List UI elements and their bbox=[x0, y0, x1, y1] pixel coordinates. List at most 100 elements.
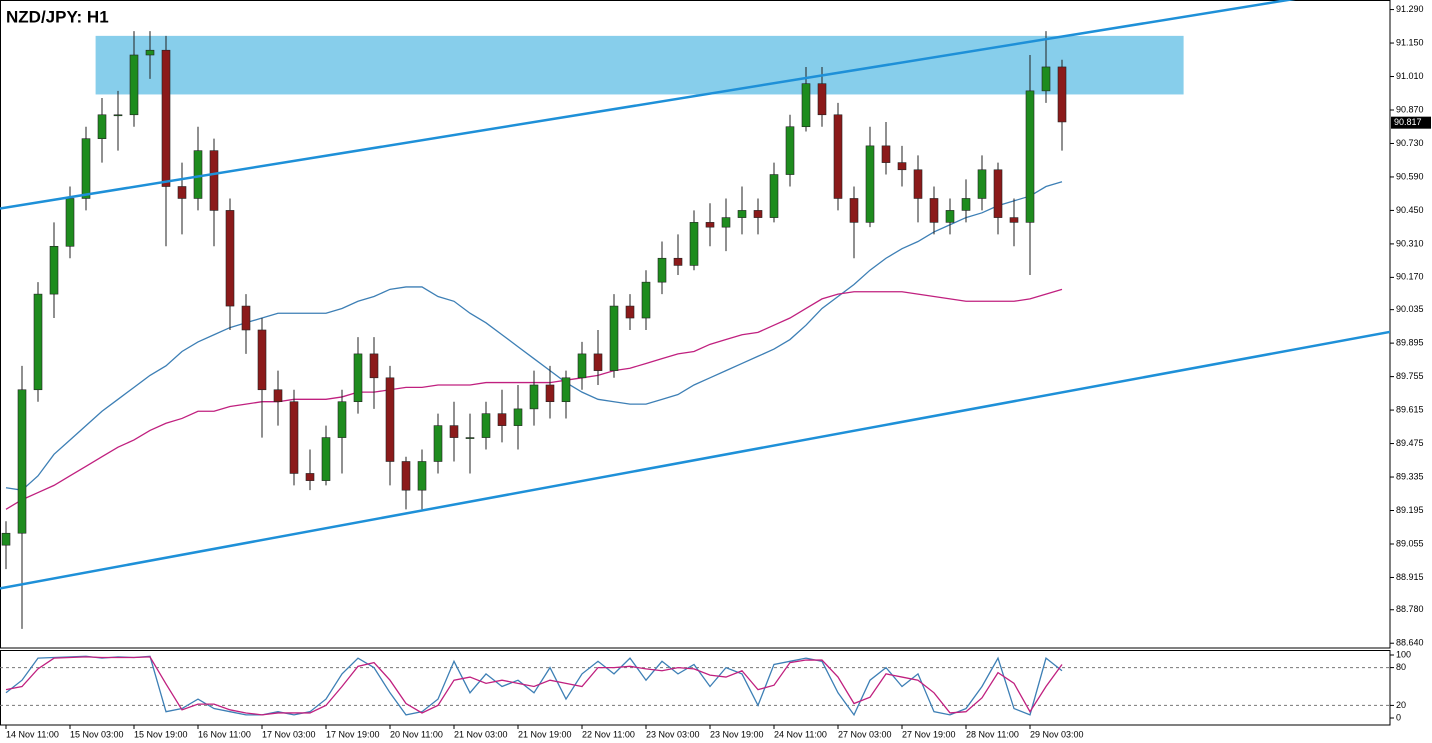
candle-body bbox=[49, 245, 59, 295]
x-tick-label: 24 Nov 11:00 bbox=[774, 729, 827, 739]
candle-body bbox=[257, 329, 267, 391]
candle-body bbox=[785, 126, 795, 175]
candle-body bbox=[97, 114, 107, 139]
x-tick-label: 21 Nov 19:00 bbox=[518, 729, 572, 739]
candle-body bbox=[913, 169, 923, 199]
candle-body bbox=[897, 162, 907, 171]
y-tick-label: 90.170 bbox=[1396, 272, 1424, 282]
candle-body bbox=[481, 413, 491, 438]
y-tick-label: 80 bbox=[1396, 662, 1406, 672]
x-tick-label: 27 Nov 19:00 bbox=[902, 729, 956, 739]
candle-body bbox=[209, 150, 219, 211]
candle-body bbox=[625, 305, 635, 319]
main-plot bbox=[0, 0, 1390, 629]
candle-body bbox=[881, 145, 891, 163]
candle-body bbox=[817, 83, 827, 116]
x-tick-label: 20 Nov 11:00 bbox=[390, 729, 443, 739]
last-price-box bbox=[1391, 116, 1431, 129]
candle-body bbox=[305, 473, 315, 481]
candle-body bbox=[753, 210, 763, 218]
candle-body bbox=[673, 257, 683, 266]
y-tick-label: 100 bbox=[1396, 649, 1411, 659]
y-tick-label: 89.755 bbox=[1396, 371, 1424, 381]
candle-body bbox=[321, 437, 331, 481]
candle-body bbox=[1041, 66, 1051, 92]
x-tick-label: 28 Nov 11:00 bbox=[966, 729, 1019, 739]
y-tick-label: 91.010 bbox=[1396, 71, 1424, 81]
candle-body bbox=[289, 401, 299, 474]
candle-body bbox=[945, 210, 955, 223]
candle-body bbox=[337, 401, 347, 438]
oscillator-plot bbox=[0, 655, 1390, 717]
x-tick-label: 21 Nov 03:00 bbox=[454, 729, 508, 739]
candle-body bbox=[273, 389, 283, 403]
candle-body bbox=[641, 281, 651, 319]
candle-body bbox=[529, 384, 539, 410]
candle-body bbox=[497, 413, 507, 426]
candle-body bbox=[609, 305, 619, 371]
x-tick-label: 15 Nov 03:00 bbox=[70, 729, 124, 739]
x-tick-label: 14 Nov 11:00 bbox=[6, 729, 59, 739]
y-tick-label: 90.450 bbox=[1396, 205, 1424, 215]
chart-title: NZD/JPY: H1 bbox=[6, 7, 109, 26]
candle-body bbox=[929, 198, 939, 223]
y-tick-label: 90.870 bbox=[1396, 104, 1424, 114]
y-tick-label: 88.780 bbox=[1396, 604, 1424, 614]
candle-body bbox=[113, 114, 123, 117]
candle-body bbox=[1, 532, 11, 546]
candle-body bbox=[545, 384, 555, 403]
main-panel bbox=[0, 0, 1391, 649]
x-tick-label: 22 Nov 11:00 bbox=[582, 729, 635, 739]
y-tick-label: 89.195 bbox=[1396, 505, 1424, 515]
line-series bbox=[5, 656, 1063, 716]
candle-body bbox=[833, 114, 843, 199]
candle-body bbox=[689, 222, 699, 266]
trendline bbox=[0, 0, 1296, 210]
candle-body bbox=[593, 353, 603, 371]
x-tick-label: 17 Nov 03:00 bbox=[262, 729, 316, 739]
y-tick-label: 88.915 bbox=[1396, 572, 1424, 582]
y-tick-label: 90.730 bbox=[1396, 138, 1424, 148]
candle-body bbox=[849, 198, 859, 223]
candle-body bbox=[1057, 66, 1067, 123]
candle-body bbox=[769, 174, 779, 218]
trendline bbox=[0, 330, 1390, 590]
y-tick-label: 89.615 bbox=[1396, 404, 1424, 414]
x-tick-label: 23 Nov 19:00 bbox=[710, 729, 764, 739]
candle-body bbox=[1025, 90, 1035, 223]
oscillator-panel bbox=[0, 650, 1391, 726]
line-series bbox=[5, 181, 1063, 491]
candle-body bbox=[369, 353, 379, 379]
candle-body bbox=[705, 222, 715, 228]
candle-body bbox=[865, 145, 875, 223]
candle-body bbox=[81, 138, 91, 199]
y-tick-label: 88.640 bbox=[1396, 638, 1424, 648]
candle-body bbox=[353, 353, 363, 403]
y-tick-label: 90.035 bbox=[1396, 304, 1424, 314]
candle-body bbox=[513, 408, 523, 426]
y-tick-label: 91.150 bbox=[1396, 37, 1424, 47]
x-tick-label: 15 Nov 19:00 bbox=[134, 729, 188, 739]
candle-body bbox=[193, 150, 203, 199]
candle-body bbox=[385, 377, 395, 462]
y-tick-label: 89.895 bbox=[1396, 338, 1424, 348]
y-tick-label: 91.290 bbox=[1396, 4, 1424, 14]
y-tick-label: 0 bbox=[1396, 712, 1401, 722]
y-tick-label: 89.475 bbox=[1396, 438, 1424, 448]
candle-body bbox=[977, 169, 987, 199]
y-tick-label: 89.335 bbox=[1396, 471, 1424, 481]
resistance-zone bbox=[95, 35, 1184, 95]
candle-body bbox=[65, 198, 75, 247]
line-series bbox=[5, 655, 1063, 717]
candle-body bbox=[1009, 217, 1019, 223]
x-tick-label: 29 Nov 03:00 bbox=[1030, 729, 1084, 739]
candle-body bbox=[161, 49, 171, 187]
candle-body bbox=[33, 293, 43, 391]
axes: 91.290 91.150 91.010 90.870 90.730 90.590 90.4… bbox=[5, 4, 1431, 739]
candle-body bbox=[241, 305, 251, 331]
y-tick-label: 89.055 bbox=[1396, 538, 1424, 548]
candle-body bbox=[961, 198, 971, 211]
candle-body bbox=[177, 186, 187, 199]
